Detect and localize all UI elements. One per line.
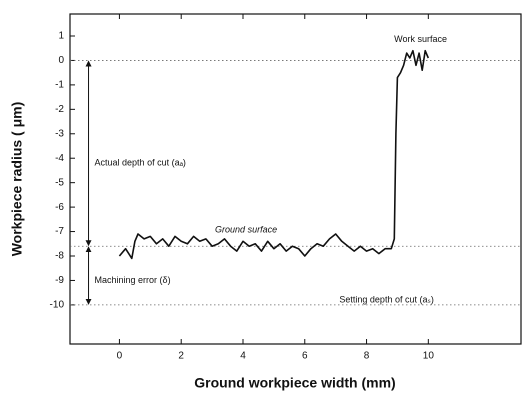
y-tick-label: -2 [55, 104, 64, 115]
profile-line [118, 49, 430, 260]
y-tick-label: -6 [55, 202, 64, 213]
x-tick-label: 8 [364, 351, 370, 362]
x-tick-label: 4 [240, 351, 246, 362]
annotation: Machining error (δ) [95, 275, 171, 285]
y-axis-label: Workpiece radius ( μm) [9, 102, 25, 257]
y-tick-label: -7 [55, 226, 64, 237]
x-tick-label: 2 [178, 351, 184, 362]
annotation: Setting depth of cut (aₛ) [339, 294, 433, 304]
y-tick-label: 1 [58, 31, 64, 42]
y-tick-label: -1 [55, 80, 64, 91]
annotation: Ground surface [215, 225, 277, 235]
annotation: Work surface [394, 34, 447, 44]
y-tick-label: -9 [55, 275, 64, 286]
annotation: Actual depth of cut (aₐ) [95, 157, 186, 167]
y-tick-label: -10 [50, 300, 65, 311]
x-tick-label: 6 [302, 351, 308, 362]
y-tick-label: -8 [55, 251, 64, 262]
y-tick-label: 0 [58, 55, 64, 66]
plot-frame [69, 13, 522, 345]
y-tick-label: -3 [55, 128, 64, 139]
x-tick-label: 10 [423, 351, 435, 362]
x-tick-label: 0 [117, 351, 123, 362]
y-tick-label: -4 [55, 153, 64, 164]
x-axis-label: Ground workpiece width (mm) [194, 375, 395, 391]
y-tick-label: -5 [55, 177, 64, 188]
